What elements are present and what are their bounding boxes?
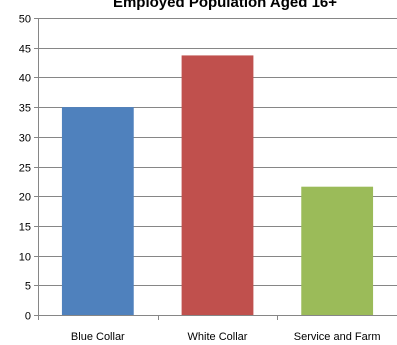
y-axis: 0 5 10 15 20 25 30 35 40 45 50 (19, 14, 39, 323)
bar-white-collar (181, 55, 254, 316)
bars (61, 55, 374, 316)
chart-title: Employed Population Aged 16+ (113, 0, 337, 11)
y-tick-label: 45 (19, 44, 31, 56)
x-tick-label: Service and Farm (294, 331, 381, 343)
y-tick-label: 25 (19, 163, 31, 175)
y-tick-label: 5 (25, 281, 31, 293)
x-tick-label: Blue Collar (71, 331, 125, 343)
y-tick-label: 10 (19, 252, 31, 264)
y-tick-label: 50 (19, 14, 31, 26)
y-tick-label: 40 (19, 73, 31, 85)
x-tick-label: White Collar (188, 331, 248, 343)
y-tick-label: 0 (25, 311, 31, 323)
bar-blue-collar (61, 107, 134, 315)
y-tick-label: 20 (19, 192, 31, 204)
y-tick-label: 15 (19, 222, 31, 234)
y-tick-label: 30 (19, 133, 31, 145)
y-tick-label: 35 (19, 103, 31, 115)
x-axis: Blue Collar White Collar Service and Farm (38, 315, 397, 343)
bar-service-and-farm (301, 186, 374, 315)
